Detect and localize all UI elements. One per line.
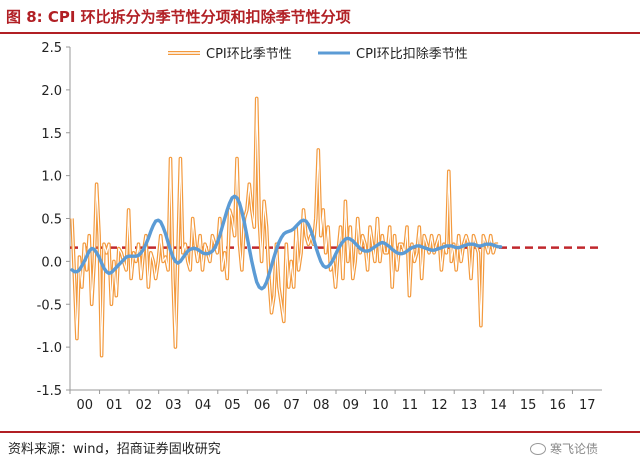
x-tick-label: 01 bbox=[106, 398, 123, 413]
x-tick-label: 15 bbox=[520, 398, 537, 413]
x-tick-label: 11 bbox=[402, 398, 419, 413]
y-tick-label: 2.0 bbox=[41, 84, 62, 99]
x-tick-label: 13 bbox=[461, 398, 478, 413]
x-tick-label: 12 bbox=[431, 398, 448, 413]
x-tick-label: 17 bbox=[579, 398, 596, 413]
series-line-seasonal bbox=[70, 96, 499, 358]
legend-label-adjusted: CPI环比扣除季节性 bbox=[356, 47, 468, 62]
y-tick-label: 1.5 bbox=[41, 127, 62, 142]
x-tick-label: 02 bbox=[136, 398, 153, 413]
x-tick-label: 09 bbox=[343, 398, 360, 413]
watermark-text: 寒飞论债 bbox=[550, 442, 599, 456]
figure-title: 图 8: CPI 环比拆分为季节性分项和扣除季节性分项 bbox=[6, 8, 351, 26]
x-tick-label: 04 bbox=[195, 398, 212, 413]
x-tick-label: 07 bbox=[283, 398, 300, 413]
chart-axes: 2.5 2.0 1.5 1.0 0.5 0.0 -0.5 -1.0 -1.5 00 01 02 03 04… bbox=[37, 41, 602, 413]
x-tick-label: 14 bbox=[490, 398, 507, 413]
series-group bbox=[70, 96, 503, 358]
y-tick-label: -0.5 bbox=[37, 298, 62, 313]
x-tick-label: 03 bbox=[165, 398, 182, 413]
y-tick-label: 0.5 bbox=[41, 213, 62, 228]
x-tick-label: 00 bbox=[77, 398, 94, 413]
y-tick-label: 0.0 bbox=[41, 255, 62, 270]
x-tick-label: 08 bbox=[313, 398, 330, 413]
x-tick-label: 06 bbox=[254, 398, 271, 413]
watermark: 寒飞论债 bbox=[530, 440, 598, 457]
x-tick-label: 10 bbox=[372, 398, 389, 413]
x-tick-label: 16 bbox=[549, 398, 566, 413]
legend: CPI环比季节性 CPI环比扣除季节性 bbox=[168, 47, 468, 62]
y-tick-label: -1.5 bbox=[37, 384, 62, 399]
y-tick-label: 2.5 bbox=[41, 41, 62, 56]
line-chart: 2.5 2.0 1.5 1.0 0.5 0.0 -0.5 -1.0 -1.5 00 01 02 03 04… bbox=[37, 41, 602, 413]
footer-rule bbox=[0, 431, 640, 433]
y-tick-label: 1.0 bbox=[41, 170, 62, 185]
source-note: 资料来源：wind，招商证券固收研究 bbox=[8, 442, 221, 457]
legend-label-seasonal: CPI环比季节性 bbox=[206, 47, 292, 62]
series-line-adjusted bbox=[70, 194, 503, 291]
x-tick-label: 05 bbox=[224, 398, 241, 413]
series-line-seasonal-core bbox=[71, 97, 499, 357]
title-rule bbox=[0, 32, 640, 34]
y-tick-label: -1.0 bbox=[37, 341, 62, 356]
wechat-icon bbox=[530, 442, 546, 455]
